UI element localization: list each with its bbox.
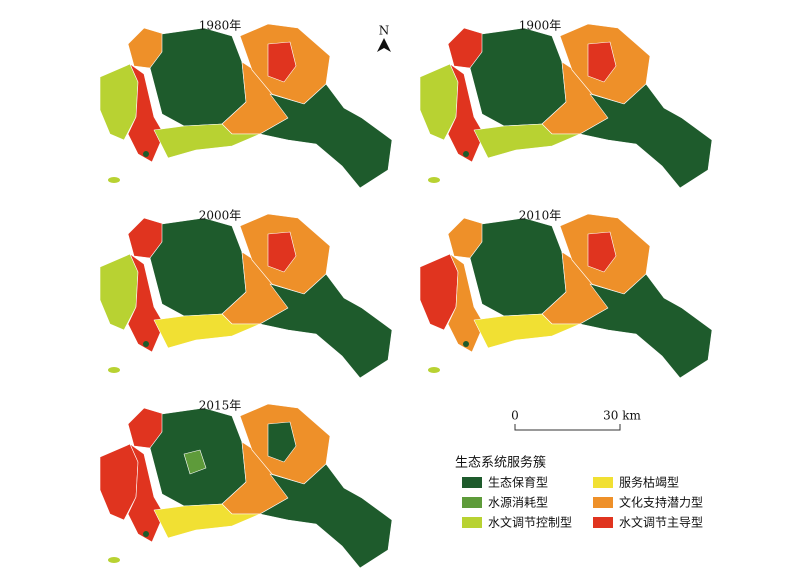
region	[267, 231, 297, 273]
legend-swatch	[462, 517, 482, 528]
region	[587, 231, 617, 273]
legend-label: 水源消耗型	[488, 496, 548, 510]
island	[143, 341, 149, 347]
island	[108, 177, 120, 183]
region	[149, 217, 247, 317]
panel-title: 1900年	[519, 19, 562, 33]
region	[259, 83, 393, 189]
region	[183, 449, 207, 475]
island	[143, 151, 149, 157]
legend-swatch	[593, 477, 613, 488]
region	[447, 253, 485, 353]
island	[108, 367, 120, 373]
legend-title: 生态系统服务簇	[455, 455, 546, 471]
map-panel: 1980年	[99, 19, 393, 189]
legend-swatch	[593, 517, 613, 528]
island	[143, 531, 149, 537]
region	[127, 253, 165, 353]
scale-bar: 0 30 km	[511, 409, 641, 431]
scale-label: 30 km	[603, 409, 641, 423]
map-panel: 2015年	[99, 399, 393, 569]
legend-label: 水文调节控制型	[488, 515, 572, 530]
map-panel: 2000年	[99, 209, 393, 379]
map-panel: 1900年	[419, 19, 713, 189]
region	[469, 27, 567, 127]
north-label: N	[379, 24, 390, 38]
north-arrow-icon	[377, 38, 391, 52]
region	[267, 41, 297, 83]
region	[579, 83, 713, 189]
legend-swatch	[462, 497, 482, 508]
region	[127, 443, 165, 543]
scale-line	[514, 424, 621, 431]
island	[108, 557, 120, 563]
region	[587, 41, 617, 83]
region	[579, 273, 713, 379]
region	[149, 27, 247, 127]
island	[463, 341, 469, 347]
panel-title: 2015年	[199, 399, 242, 413]
island	[463, 151, 469, 157]
region	[259, 273, 393, 379]
legend-label: 服务枯竭型	[619, 475, 679, 490]
legend-label: 生态保育型	[488, 475, 548, 490]
island	[428, 177, 440, 183]
region	[447, 63, 485, 163]
region	[267, 421, 297, 463]
legend-swatch	[462, 477, 482, 488]
legend-swatch	[593, 497, 613, 508]
region	[127, 63, 165, 163]
panel-title: 2000年	[199, 209, 242, 223]
map-panel: 2010年	[419, 209, 713, 379]
region	[469, 217, 567, 317]
panel-title: 1980年	[199, 19, 242, 33]
north-arrow: N	[377, 24, 391, 52]
island	[428, 367, 440, 373]
region	[259, 463, 393, 569]
legend-label: 文化支持潜力型	[619, 495, 703, 510]
panel-title: 2010年	[519, 209, 562, 223]
legend-label: 水文调节主导型	[619, 515, 703, 530]
scale-label: 0	[511, 409, 519, 423]
